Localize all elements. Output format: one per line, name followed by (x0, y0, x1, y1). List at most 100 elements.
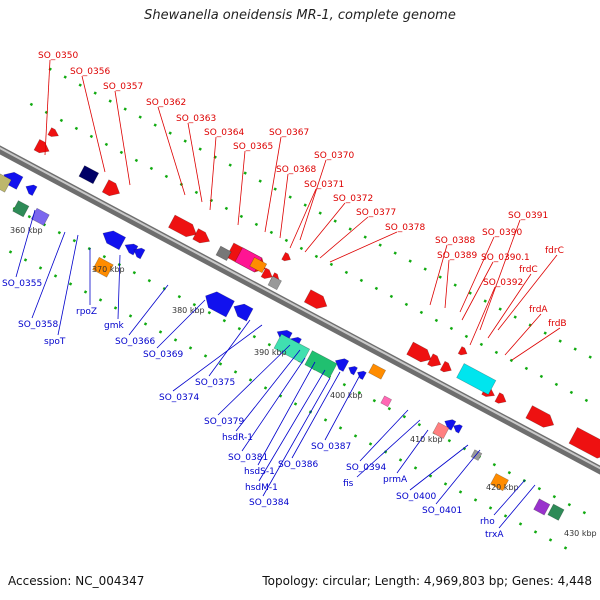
tick-mark-outer-forward (288, 195, 292, 199)
reverse-gene-label: SO_0401 (422, 506, 462, 516)
feature-box (273, 333, 311, 364)
tick-mark-inner-reverse (192, 302, 197, 307)
forward-gene-label: frdC (519, 265, 538, 275)
tick-mark-inner-forward (149, 166, 154, 171)
tick-mark-inner-reverse (147, 278, 152, 283)
reverse-leader-line (356, 419, 421, 478)
tick-mark-inner-forward (404, 302, 409, 307)
tick-mark-outer-reverse (398, 458, 403, 462)
tick-mark-outer-reverse (548, 538, 553, 542)
forward-leader-line (44, 59, 51, 156)
scale-label: 410 kbp (410, 435, 443, 444)
scale-label: 390 kbp (254, 348, 287, 357)
reverse-leader-line (258, 369, 326, 482)
forward-leader-line (469, 286, 496, 346)
reverse-leader-line (291, 371, 341, 459)
forward-gene-label: SO_0367 (269, 128, 309, 138)
tick-mark-outer-forward (258, 179, 262, 183)
feature-box (30, 207, 50, 226)
tick-mark-outer-forward (273, 187, 277, 191)
reverse-leader-line (57, 234, 79, 336)
reverse-gene-label: SO_0400 (396, 492, 436, 502)
tick-mark-outer-forward (318, 211, 322, 215)
feature-box (267, 275, 282, 291)
reverse-gene-label: SO_0374 (159, 393, 199, 403)
reverse-leader-line (359, 409, 409, 462)
reverse-gene-label: SO_0369 (143, 350, 183, 360)
forward-gene-label: SO_0364 (204, 128, 244, 138)
reverse-gene-arrow (233, 303, 254, 322)
forward-gene-label: SO_0370 (314, 151, 354, 161)
reverse-gene-arrow (133, 247, 146, 260)
reverse-gene-label: prmA (383, 475, 408, 485)
forward-leader-line (187, 122, 203, 203)
map-title: Shewanella oneidensis MR-1, complete gen… (144, 8, 456, 23)
feature-box (547, 503, 565, 521)
scale-label: 420 kbp (486, 483, 519, 492)
reverse-gene-label: SO_0366 (115, 337, 155, 347)
reverse-gene-label: SO_0386 (278, 460, 318, 470)
forward-gene-label: SO_0356 (70, 67, 110, 77)
tick-mark-inner-forward (164, 174, 169, 179)
tick-mark-inner-forward (254, 222, 259, 227)
forward-gene-arrow (168, 214, 197, 238)
forward-gene-arrow (260, 267, 273, 279)
forward-leader-line (264, 136, 282, 233)
tick-mark-outer-forward (483, 299, 487, 303)
tick-mark-outer-reverse (563, 546, 568, 550)
tick-mark-outer-reverse (413, 466, 418, 470)
tick-mark-outer-forward (78, 83, 82, 87)
tick-mark-inner-forward (524, 366, 529, 371)
tick-mark-inner-forward (194, 190, 199, 195)
tick-mark-outer-reverse (458, 490, 463, 494)
forward-gene-arrow (281, 251, 292, 262)
tick-mark-outer-reverse (263, 386, 268, 390)
tick-mark-inner-reverse (537, 486, 542, 491)
tick-mark-outer-forward (498, 307, 502, 311)
reverse-gene-label: hsdR-1 (222, 433, 253, 443)
forward-gene-label: frdA (529, 305, 548, 315)
forward-gene-label: SO_0368 (276, 165, 316, 175)
tick-mark-outer-forward (558, 339, 562, 343)
forward-leader-line (429, 244, 448, 306)
tick-mark-inner-forward (419, 310, 424, 315)
feature-box (380, 395, 392, 408)
forward-gene-arrow (47, 127, 60, 137)
tick-mark-inner-reverse (582, 510, 587, 515)
reverse-leader-line (31, 231, 66, 319)
tick-mark-outer-reverse (23, 258, 28, 262)
forward-leader-line (497, 254, 558, 331)
tick-mark-outer-reverse (53, 274, 58, 278)
tick-mark-inner-forward (554, 382, 559, 387)
reverse-leader-line (156, 299, 206, 349)
tick-mark-outer-reverse (233, 370, 238, 374)
tick-mark-outer-reverse (68, 282, 73, 286)
tick-mark-inner-reverse (102, 254, 107, 259)
tick-mark-inner-forward (314, 254, 319, 259)
reverse-gene-label: SO_0384 (249, 498, 289, 508)
tick-mark-outer-forward (183, 139, 187, 143)
forward-gene-arrow (406, 341, 432, 363)
tick-mark-outer-reverse (128, 314, 133, 318)
tick-mark-outer-forward (198, 147, 202, 151)
forward-gene-label: fdrC (545, 246, 564, 256)
reverse-gene-label: fis (343, 479, 354, 489)
tick-mark-outer-reverse (188, 346, 193, 350)
reverse-leader-line (15, 209, 36, 278)
forward-leader-line (504, 313, 542, 356)
reverse-leader-line (128, 284, 169, 336)
tick-mark-outer-forward (93, 91, 97, 95)
tick-mark-inner-forward (464, 334, 469, 339)
tick-mark-outer-forward (423, 267, 427, 271)
reverse-gene-arrow (348, 366, 358, 376)
forward-leader-line (209, 136, 217, 211)
reverse-gene-arrow (453, 424, 463, 434)
forward-gene-label: SO_0389 (437, 251, 477, 261)
tick-mark-inner-forward (239, 214, 244, 219)
tick-mark-outer-forward (363, 235, 367, 239)
forward-gene-arrow (568, 426, 600, 459)
forward-gene-arrow (439, 360, 452, 373)
forward-leader-line (444, 259, 450, 309)
scale-label: 380 kbp (172, 306, 205, 315)
tick-mark-inner-forward (224, 206, 229, 211)
